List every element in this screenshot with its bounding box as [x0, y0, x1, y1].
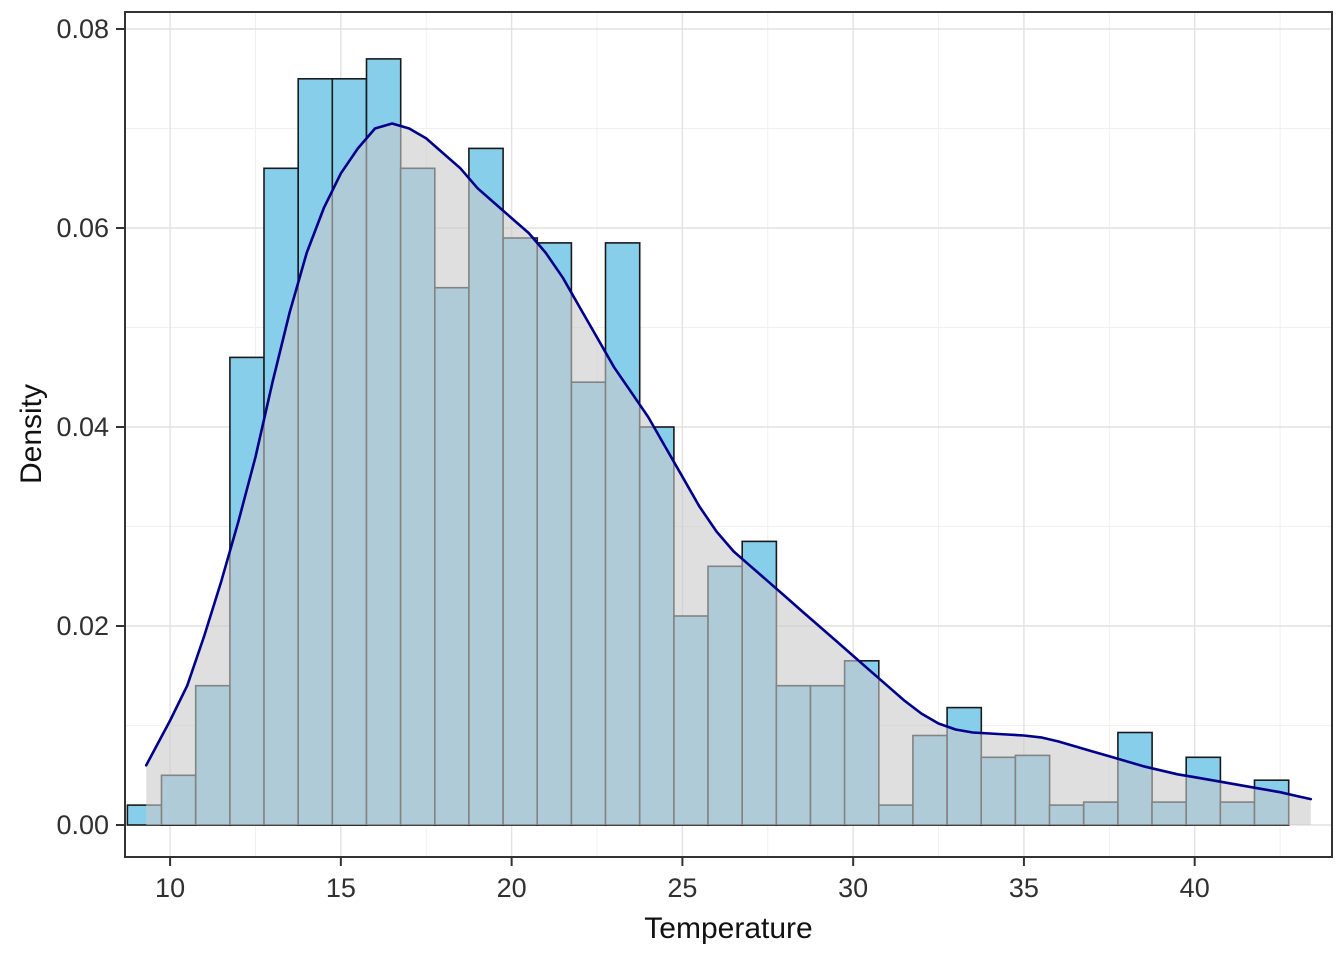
density-curve [144, 122, 1313, 801]
x-axis-title: Temperature [644, 912, 813, 945]
y-tick-label: 0.08 [56, 14, 109, 44]
x-tick-label: 20 [497, 873, 527, 903]
y-tick-label: 0.00 [56, 810, 109, 840]
y-tick-label: 0.06 [56, 213, 109, 243]
x-tick-label: 30 [838, 873, 868, 903]
x-tick-label: 15 [326, 873, 356, 903]
y-axis-title: Density [15, 383, 48, 485]
y-tick-label: 0.04 [56, 412, 109, 442]
y-tick-label: 0.02 [56, 611, 109, 641]
x-tick-label: 40 [1180, 873, 1210, 903]
x-tick-label: 25 [667, 873, 697, 903]
panel-border [124, 11, 1333, 858]
density-area [146, 123, 1311, 825]
x-tick-label: 35 [1009, 873, 1039, 903]
x-tick-label: 10 [155, 873, 185, 903]
